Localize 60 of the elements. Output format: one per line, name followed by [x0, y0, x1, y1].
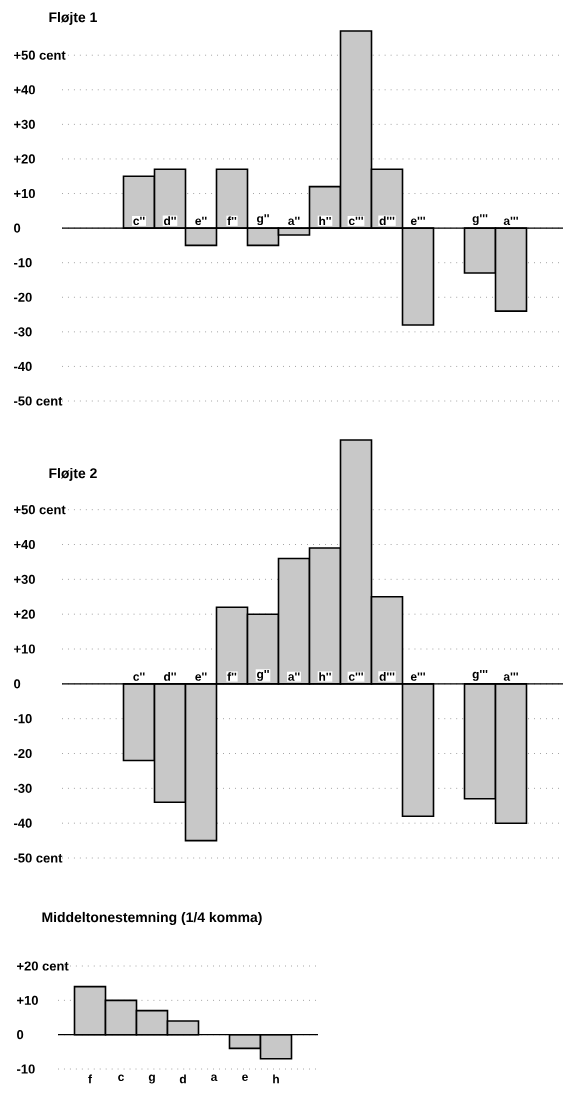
chart-title: Middeltonestemning (1/4 komma) [42, 911, 262, 925]
x-tick-label: g'' [256, 670, 269, 681]
x-tick-label: a'' [288, 216, 300, 226]
x-tick-label: a''' [503, 672, 518, 681]
x-tick-label: f'' [227, 216, 237, 226]
x-tick-label: e''' [410, 216, 425, 226]
y-tick-label: -20 [14, 292, 32, 302]
x-tick-label: g''' [472, 670, 488, 681]
y-tick-label: +20 [14, 154, 35, 164]
x-tick-label: c'' [133, 672, 145, 681]
x-tick-label: c'' [133, 216, 145, 226]
x-tick-label: c [118, 1074, 124, 1082]
x-tick-label: e'' [195, 672, 207, 681]
x-tick-label: e''' [410, 672, 425, 681]
y-tick-label: +10 [17, 995, 38, 1005]
x-tick-label: e'' [195, 216, 207, 226]
x-tick-label: g [148, 1074, 155, 1084]
x-tick-label: d'' [163, 672, 176, 681]
x-tick-label: c''' [348, 672, 363, 681]
y-tick-label: -40 [14, 361, 32, 372]
text: Fløjte 2 [49, 467, 97, 481]
x-tick-label: d [179, 1074, 186, 1084]
x-tick-label: a''' [503, 216, 518, 226]
x-tick-label: e [242, 1074, 248, 1082]
x-tick-label: h'' [319, 672, 331, 681]
y-tick-label: 0 [17, 1030, 24, 1040]
x-tick-label: a [211, 1074, 218, 1082]
y-tick-label: -10 [14, 258, 32, 268]
y-tick-label: -30 [14, 783, 32, 793]
x-tick-label: f'' [227, 672, 237, 681]
y-tick-label: +10 [14, 644, 35, 654]
x-tick-label: a'' [288, 672, 300, 681]
x-tick-label: d''' [379, 216, 395, 226]
x-tick-label: h'' [319, 216, 331, 226]
y-tick-label: -30 [14, 327, 32, 337]
y-tick-label: -10 [14, 714, 32, 724]
y-tick-label: +40 [14, 85, 35, 95]
chart-title: Fløjte 1 [49, 11, 97, 25]
y-tick-label: 0 [14, 679, 21, 689]
y-tick-label: +30 [14, 119, 35, 129]
x-tick-label: g''' [472, 214, 488, 226]
x-tick-label: h [273, 1074, 279, 1084]
y-tick-label: -50 cent [14, 853, 63, 863]
y-tick-label: 0 [14, 223, 21, 233]
x-tick-label: g'' [256, 214, 269, 226]
y-tick-label: +30 [14, 574, 35, 584]
y-tick-label: +20 [14, 609, 35, 619]
y-tick-label: -20 [14, 748, 32, 759]
y-tick-label: -10 [17, 1064, 35, 1074]
y-tick-label: -40 [14, 818, 32, 828]
x-tick-label: d'' [163, 216, 176, 226]
y-tick-label: +10 [14, 188, 35, 199]
x-tick-label: c''' [348, 216, 363, 226]
y-tick-label: +50 cent [14, 505, 66, 515]
y-tick-label: +40 [14, 539, 35, 550]
y-tick-label: +50 cent [14, 50, 66, 60]
y-tick-label: -50 cent [14, 396, 63, 406]
y-tick-label: +20 cent [17, 961, 69, 971]
x-tick-label: f [88, 1074, 93, 1084]
x-tick-label: d''' [379, 672, 395, 681]
